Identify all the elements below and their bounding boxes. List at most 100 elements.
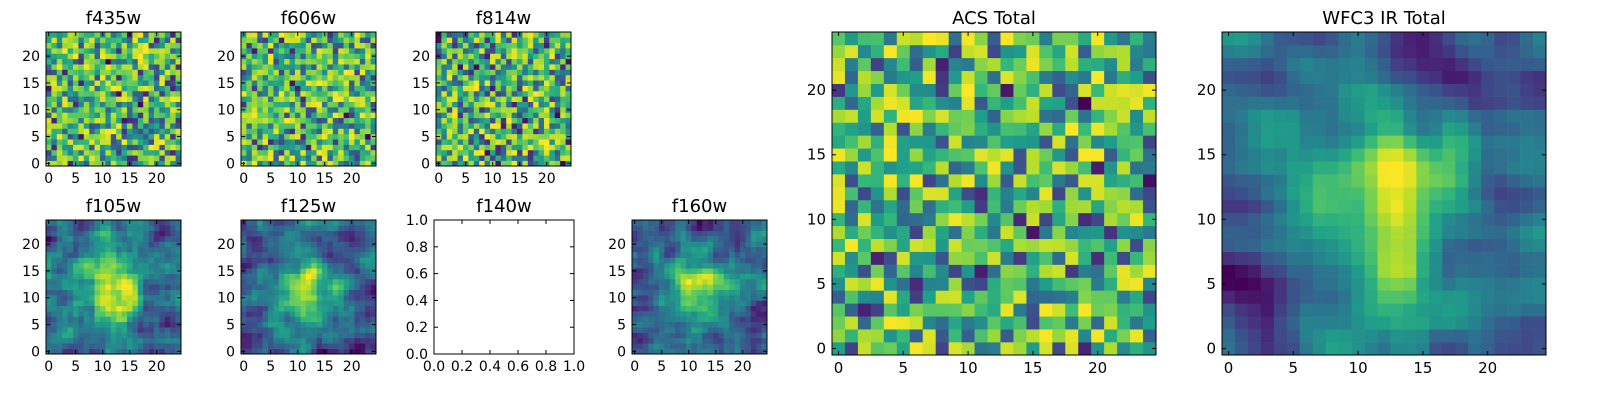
heatmap-cell (723, 246, 730, 253)
heatmap-cell (359, 85, 366, 92)
heatmap-cell (1260, 329, 1275, 343)
heatmap-cell (268, 300, 274, 307)
heatmap-cell (935, 225, 949, 240)
heatmap-cell (522, 90, 529, 97)
heatmap-cell (935, 174, 949, 188)
heatmap-cell (538, 80, 545, 86)
heatmap-cell (143, 128, 149, 135)
heatmap-cell (522, 149, 529, 156)
heatmap-cell (653, 284, 660, 290)
heatmap-cell (332, 53, 339, 60)
heatmap-cell (511, 112, 518, 119)
heatmap-cell (143, 96, 149, 102)
heatmap-cell (883, 277, 898, 291)
heatmap-cell (1325, 290, 1339, 304)
heatmap-cell (295, 123, 301, 129)
heatmap-cell (1013, 148, 1027, 162)
y-tick-label: 0.8 (406, 240, 428, 256)
heatmap-cell (110, 53, 117, 60)
heatmap-cell (549, 133, 556, 140)
heatmap-cell (170, 268, 176, 274)
heatmap-cell (289, 305, 296, 312)
heatmap-cell (560, 160, 566, 167)
x-tick-label: 10 (680, 359, 698, 375)
heatmap-cell (67, 101, 74, 108)
heatmap-cell (1442, 329, 1456, 343)
heatmap-cell (653, 327, 660, 333)
heatmap-cell (51, 225, 58, 232)
heatmap-cell (289, 160, 296, 167)
heatmap-cell (359, 316, 366, 323)
heatmap-cell (365, 133, 371, 140)
heatmap-cell (1117, 303, 1131, 317)
heatmap-cell (1403, 277, 1417, 291)
heatmap-cell (159, 64, 166, 70)
y-tick-label: 15 (22, 76, 40, 92)
heatmap-cell (707, 289, 714, 296)
heatmap-cell (1065, 135, 1079, 149)
heatmap-cell (154, 300, 160, 307)
heatmap-cell (675, 348, 681, 355)
heatmap-cell (278, 101, 285, 108)
heatmap-cell (1520, 290, 1534, 304)
heatmap-cell (495, 37, 502, 44)
heatmap-cell (322, 278, 328, 285)
heatmap-cell (73, 101, 79, 108)
heatmap-cell (332, 305, 339, 312)
heatmap-cell (1507, 199, 1521, 214)
heatmap-cell (718, 343, 725, 349)
heatmap-cell (1416, 329, 1430, 343)
heatmap-cell (452, 32, 458, 38)
heatmap-cell (1000, 161, 1014, 175)
heatmap-cell (170, 53, 176, 60)
heatmap-cell (1143, 225, 1157, 240)
heatmap-cell (170, 149, 176, 156)
heatmap-cell (164, 37, 171, 44)
heatmap-cell (300, 327, 307, 333)
heatmap-cell (100, 241, 106, 248)
heatmap-cell (273, 85, 280, 92)
heatmap-cell (284, 58, 290, 65)
heatmap-cell (251, 107, 258, 113)
heatmap-cell (691, 262, 698, 269)
heatmap-cell (883, 290, 898, 304)
heatmap-cell (680, 316, 687, 323)
heatmap-cell (316, 144, 323, 151)
heatmap-cell (316, 311, 323, 317)
heatmap-cell (446, 144, 453, 151)
heatmap-cell (51, 311, 58, 317)
heatmap-cell (338, 96, 344, 102)
heatmap-cell (73, 268, 79, 274)
heatmap-cell (62, 107, 68, 113)
heatmap-cell (359, 48, 366, 54)
heatmap-cell (463, 155, 469, 161)
heatmap-cell (132, 90, 139, 97)
heatmap-cell (251, 262, 258, 269)
heatmap-cell (896, 70, 911, 84)
heatmap-cell (495, 48, 502, 54)
heatmap-cell (637, 305, 644, 312)
heatmap-cell (544, 144, 550, 151)
heatmap-cell (305, 80, 312, 86)
heatmap-cell (648, 236, 654, 242)
heatmap-cell (745, 262, 752, 269)
heatmap-cell (844, 342, 859, 356)
heatmap-cell (637, 316, 644, 323)
heatmap-cell (987, 303, 1001, 317)
heatmap-cell (159, 48, 166, 54)
heatmap-cell (327, 107, 334, 113)
y-tick-label: 10 (608, 291, 626, 307)
heatmap-cell (922, 83, 936, 97)
heatmap-cell (987, 44, 1001, 59)
heatmap-cell (354, 80, 361, 86)
heatmap-cell (51, 241, 58, 248)
heatmap-cell (273, 128, 280, 135)
heatmap-cell (844, 277, 859, 291)
heatmap-cell (1130, 277, 1144, 291)
heatmap-cell (1494, 187, 1508, 201)
heatmap-cell (100, 236, 106, 242)
heatmap-cell (468, 64, 475, 70)
heatmap-cell (62, 262, 68, 269)
heatmap-cell (164, 112, 171, 119)
heatmap-cell (642, 273, 649, 280)
